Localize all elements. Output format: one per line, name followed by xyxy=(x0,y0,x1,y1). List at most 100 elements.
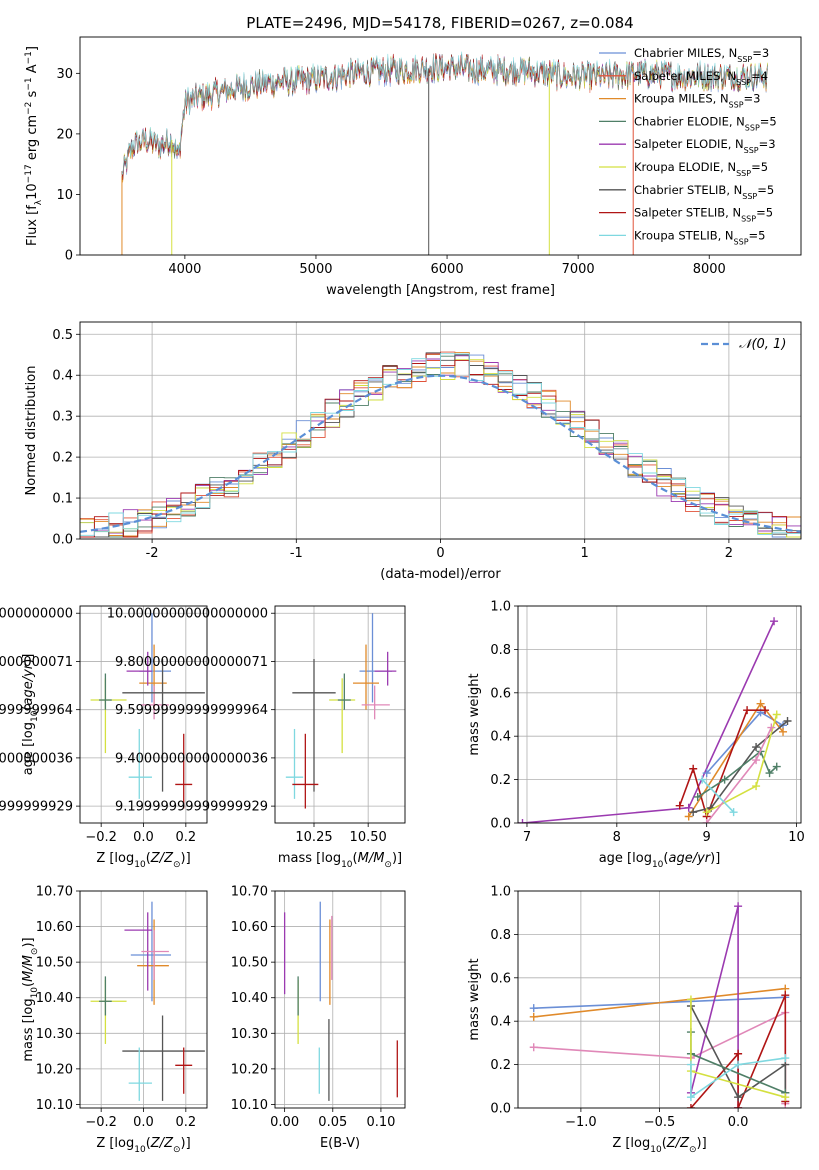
data-point xyxy=(128,1047,152,1101)
y-tick-label: 9.80000000000000071 xyxy=(0,655,73,670)
label-part: )] xyxy=(21,937,36,947)
label-part: ⊙ xyxy=(384,860,392,870)
y-tick-label: 0.0 xyxy=(490,1102,511,1117)
y-tick-label: 9.59999999999999964 xyxy=(115,703,268,718)
data-marker xyxy=(729,808,738,817)
y-tick-label: 0.2 xyxy=(490,773,511,788)
series-line xyxy=(518,617,779,823)
data-marker xyxy=(675,801,684,810)
legend-suffix: =3 xyxy=(744,92,761,106)
x-tick-label: 0 xyxy=(436,546,444,561)
data-marker xyxy=(752,743,761,752)
x-tick-label: 0.05 xyxy=(318,1115,347,1130)
figure-title: PLATE=2496, MJD=54178, FIBERID=0267, z=0… xyxy=(246,14,633,32)
x-tick-label: 0.0 xyxy=(133,830,154,845)
legend-text: Kroupa ELODIE, N xyxy=(634,160,736,174)
x-tick-label: 0.2 xyxy=(175,1115,196,1130)
data-marker xyxy=(518,819,527,823)
legend-label: Salpeter MILES, NSSP=4 xyxy=(634,69,768,87)
series-path xyxy=(690,1005,787,1099)
data-point xyxy=(126,651,152,686)
y-axis-label: mass [log10(M/M⊙)] xyxy=(21,937,40,1061)
legend-sub: SSP xyxy=(736,169,751,178)
label-part: 10 xyxy=(25,183,40,200)
data-point xyxy=(292,659,336,792)
data-marker xyxy=(698,775,707,784)
data-marker xyxy=(720,775,729,784)
label-part: 10 xyxy=(134,1145,146,1155)
legend-label: Chabrier STELIB, NSSP=5 xyxy=(634,183,774,201)
label-part: A xyxy=(25,64,40,77)
label-part: 10 xyxy=(30,710,40,722)
data-marker xyxy=(772,710,781,719)
y-axis-label: Flux [fλ10−17 erg cm−2 s−1 A−1] xyxy=(24,46,44,246)
label-part: age/yr xyxy=(668,851,711,866)
legend-text: Salpeter ELODIE, N xyxy=(634,137,744,151)
data-marker xyxy=(702,808,711,817)
data-marker xyxy=(752,756,761,765)
y-tick-label: 10.20 xyxy=(36,1062,73,1077)
y-tick-label: 10.20 xyxy=(231,1062,268,1077)
data-point xyxy=(361,685,390,720)
series-line xyxy=(684,699,788,821)
label-part: age/yr xyxy=(21,662,36,705)
legend-suffix: =5 xyxy=(749,228,766,242)
spectrum-line xyxy=(121,51,768,175)
legend-text: Salpeter STELIB, N xyxy=(634,206,741,220)
x-axis-label: wavelength [Angstrom, rest frame] xyxy=(326,283,555,298)
legend-suffix: =5 xyxy=(757,183,774,197)
label-part: ⊙ xyxy=(30,948,40,956)
data-marker xyxy=(529,1012,538,1021)
data-point xyxy=(175,733,193,809)
y-tick-label: 10.70 xyxy=(36,885,73,900)
label-part: Normed distribution xyxy=(24,366,39,496)
label-part: wavelength [Angstrom, rest frame] xyxy=(326,283,555,298)
x-axis-label: Z [log10(Z/Z⊙)] xyxy=(612,1136,706,1155)
label-part: age [log xyxy=(599,851,652,866)
y-tick-label: 10.60 xyxy=(36,920,73,935)
y-tick-label: 0.2 xyxy=(52,451,73,466)
axes-frame xyxy=(79,36,802,256)
y-tick-label: 10.00000000000000000 xyxy=(0,607,73,622)
y-tick-label: 9.40000000000000036 xyxy=(115,751,268,766)
x-tick-label: 1 xyxy=(581,546,589,561)
legend-label: 𝒩(0, 1) xyxy=(739,337,786,352)
x-tick-label: 4000 xyxy=(168,262,201,277)
label-part: mass weight xyxy=(467,673,482,755)
series-path xyxy=(533,987,786,1018)
data-marker xyxy=(781,1093,790,1102)
label-part: λ xyxy=(34,199,44,205)
y-tick-label: 0.8 xyxy=(490,928,511,943)
label-part: Z/Z xyxy=(150,851,174,866)
label-part: ( xyxy=(146,1136,151,1151)
y-tick-label: 10.50 xyxy=(231,956,268,971)
x-tick-label: 0.2 xyxy=(175,830,196,845)
series-line xyxy=(675,706,770,821)
label-part: mass [log xyxy=(278,851,341,866)
legend-sub: SSP xyxy=(742,191,757,200)
x-tick-label: −0.2 xyxy=(85,830,117,845)
label-part: 10 xyxy=(652,860,664,870)
label-part: Z [log xyxy=(96,1136,134,1151)
y-tick-label: 10.30 xyxy=(36,1027,73,1042)
legend-sub: SSP xyxy=(734,237,749,246)
x-tick-label: 10.25 xyxy=(295,830,332,845)
y-axis-label: mass weight xyxy=(467,958,482,1040)
x-tick-label: 2 xyxy=(725,546,733,561)
x-tick-label: 7 xyxy=(523,830,531,845)
legend-sub: SSP xyxy=(729,100,744,109)
y-tick-label: 0 xyxy=(65,249,73,264)
data-marker xyxy=(702,769,711,778)
legend-text: Kroupa STELIB, N xyxy=(634,228,734,242)
label-part: erg cm xyxy=(25,115,40,164)
panel-mass_vs_Z: −0.2 0.0 0.2 10.10 10.20 10.30 10.40 10.50 10.60… xyxy=(21,885,208,1155)
x-tick-label: −0.2 xyxy=(85,1115,117,1130)
data-point xyxy=(353,644,379,710)
label-part: Z/Z xyxy=(150,1136,174,1151)
lines xyxy=(518,617,792,823)
legend-label: Salpeter ELODIE, NSSP=3 xyxy=(634,137,776,155)
x-tick-label: 10.50 xyxy=(350,830,387,845)
legend-suffix: =3 xyxy=(759,137,776,151)
label-part: age [log xyxy=(21,722,36,775)
